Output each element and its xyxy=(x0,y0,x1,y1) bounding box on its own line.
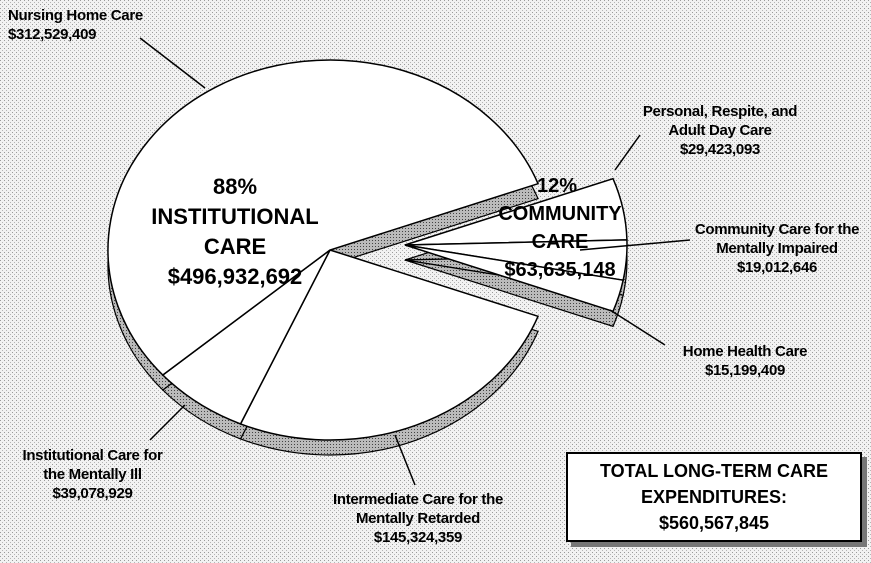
slice-label: Nursing Home Care $312,529,409 xyxy=(8,6,198,44)
value-label: $145,324,359 xyxy=(373,529,463,546)
category: Personal, Respite, and Adult Day Care xyxy=(642,103,798,139)
leader-lines xyxy=(139,37,691,486)
slice-label: Institutional Care for the Mentally Ill $… xyxy=(10,446,175,503)
value-label: $39,078,929 xyxy=(52,485,133,502)
group-label: 88% INSTITUTIONAL CARE $496,932,692 xyxy=(130,172,340,292)
group-percent: 88% xyxy=(212,174,258,199)
total-value: $560,567,845 xyxy=(658,513,770,533)
value-label: $312,529,409 xyxy=(8,26,97,43)
category: Community Care for the Mentally Impaired xyxy=(694,221,860,257)
total-label: TOTAL LONG-TERM CARE EXPENDITURES: xyxy=(600,461,828,507)
slice-depth xyxy=(404,259,624,328)
slice-label: Intermediate Care for the Mentally Retar… xyxy=(318,490,518,547)
value-label: $29,423,093 xyxy=(679,141,761,158)
group-total: $496,932,692 xyxy=(167,264,303,289)
group-label: 12% COMMUNITY CARE $63,635,148 xyxy=(485,172,635,284)
category: Intermediate Care for the Mentally Retar… xyxy=(332,491,504,527)
group-total: $63,635,148 xyxy=(504,259,616,281)
category: Nursing Home Care xyxy=(8,7,143,24)
slice xyxy=(107,59,540,376)
slice xyxy=(239,249,540,441)
slice-label: Personal, Respite, and Adult Day Care $29… xyxy=(630,102,810,159)
slice-label: Community Care for the Mentally Impaired… xyxy=(682,220,871,277)
pie xyxy=(107,59,628,456)
total-box: TOTAL LONG-TERM CARE EXPENDITURES: $560,5… xyxy=(566,452,862,542)
category: Home Health Care xyxy=(682,343,808,360)
group-name: COMMUNITY CARE xyxy=(498,203,622,253)
value-label: $15,199,409 xyxy=(704,362,786,379)
category: Institutional Care for the Mentally Ill xyxy=(22,447,163,483)
group-name: INSTITUTIONAL CARE xyxy=(151,204,319,259)
group-percent: 12% xyxy=(537,175,578,197)
slice-label: Home Health Care $15,199,409 xyxy=(660,342,830,380)
value-label: $19,012,646 xyxy=(736,259,818,276)
